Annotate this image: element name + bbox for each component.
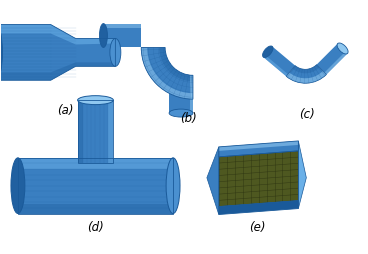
- Ellipse shape: [166, 158, 180, 214]
- Ellipse shape: [169, 109, 193, 117]
- Text: (c): (c): [300, 108, 315, 121]
- Polygon shape: [159, 47, 193, 81]
- Polygon shape: [0, 25, 116, 80]
- Polygon shape: [219, 141, 298, 157]
- Text: (b): (b): [180, 112, 197, 125]
- Ellipse shape: [78, 96, 113, 105]
- Bar: [18, 158, 173, 169]
- Wedge shape: [141, 47, 193, 99]
- Polygon shape: [0, 25, 116, 44]
- Polygon shape: [141, 47, 193, 99]
- Ellipse shape: [337, 43, 348, 54]
- Polygon shape: [293, 65, 319, 73]
- Polygon shape: [263, 46, 295, 76]
- Bar: [18, 158, 173, 214]
- Ellipse shape: [0, 25, 3, 80]
- Ellipse shape: [262, 46, 273, 58]
- Ellipse shape: [99, 24, 107, 47]
- Wedge shape: [286, 65, 326, 83]
- Polygon shape: [219, 141, 298, 151]
- Polygon shape: [169, 75, 193, 113]
- Bar: [78, 100, 113, 163]
- Polygon shape: [316, 43, 347, 74]
- Polygon shape: [190, 75, 193, 113]
- Polygon shape: [286, 71, 326, 83]
- Polygon shape: [325, 52, 347, 74]
- Bar: [78, 100, 113, 163]
- Polygon shape: [103, 24, 141, 27]
- Text: (a): (a): [57, 104, 74, 117]
- Polygon shape: [219, 201, 298, 215]
- Ellipse shape: [11, 158, 25, 214]
- Ellipse shape: [110, 39, 121, 66]
- Bar: [18, 158, 173, 214]
- Polygon shape: [263, 55, 288, 76]
- Text: (d): (d): [87, 221, 104, 234]
- Polygon shape: [207, 147, 219, 215]
- Bar: [18, 204, 173, 214]
- Polygon shape: [298, 141, 306, 209]
- Text: (e): (e): [250, 221, 266, 234]
- Polygon shape: [219, 151, 298, 207]
- Polygon shape: [0, 62, 116, 80]
- Bar: [109, 100, 113, 163]
- Bar: [78, 100, 82, 163]
- Polygon shape: [103, 24, 141, 47]
